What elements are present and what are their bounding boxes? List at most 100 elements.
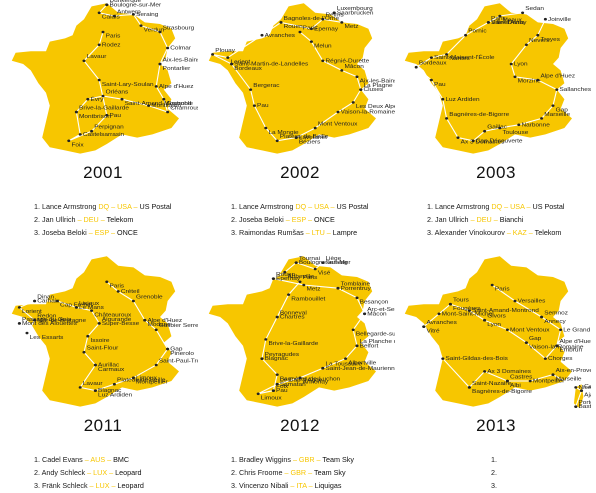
stage-town-label: Pontarlier <box>163 66 191 71</box>
nationality-codes: – ESP – <box>88 228 115 237</box>
stage-town-dot <box>78 133 82 136</box>
stage-town-dot <box>226 56 230 59</box>
podium-results: 1. 2. 3. <box>491 453 497 492</box>
stage-town-dot <box>445 117 449 120</box>
stage-town-label: Porrentruy <box>341 286 371 291</box>
podium-row-1: 1. Lance Armstrong DQ – USA – US Postal <box>231 200 368 213</box>
stage-town-label: Lyon <box>514 62 528 67</box>
stage-town-label: Bagnères-de-Luchon <box>280 377 340 382</box>
stage-town-dot <box>260 33 264 37</box>
stage-town-label: Marseille <box>544 112 571 117</box>
stage-town-dot <box>158 62 162 66</box>
stage-town-label: Paris <box>109 284 124 289</box>
rider-name: Andy Schleck <box>41 468 86 477</box>
team-name: US Postal <box>532 202 565 211</box>
stage-town-label: Saint-Denis <box>491 20 524 25</box>
podium-rank: 2. <box>34 468 40 477</box>
team-name: Telekom <box>534 228 562 237</box>
stage-town-dot <box>490 283 494 287</box>
team-name: Bianchi <box>499 215 524 224</box>
rider-name: Lance Armstrong <box>239 202 294 211</box>
stage-town-dot <box>105 113 109 117</box>
podium-rank: 2. <box>231 468 237 477</box>
stage-town-label: Lavaur <box>87 55 107 60</box>
stage-town-dot <box>513 299 517 303</box>
nationality-codes: – AUS – <box>84 455 112 464</box>
stage-town-label: Luz Ardiden <box>445 97 479 102</box>
team-name: Team Sky <box>322 455 354 464</box>
stage-town-label: Bastia <box>578 405 591 410</box>
podium-row-2: 2. Joseba Beloki – ESP – ONCE <box>231 213 368 226</box>
podium-rank: 1. <box>34 455 40 464</box>
rider-name: Cadel Evans <box>42 455 83 464</box>
route-map-2013: Porto-VecchioBastia Ajaccio CalviNice Marse… <box>404 256 591 410</box>
stage-town-label: Épernay <box>314 26 338 32</box>
stage-town-label: Carhaix <box>37 299 59 304</box>
stage-town-label: Morzine <box>518 79 542 84</box>
podium-rank: 3. <box>427 228 433 237</box>
stage-town-dot <box>256 392 260 396</box>
stage-town-label: Boulogne-sur-Mer <box>109 3 161 8</box>
stage-town-label: Aix-les-Bains <box>163 58 198 63</box>
stage-town-label: Pau <box>109 113 120 118</box>
podium-row-1: 1. Bradley Wiggins – GBR – Team Sky <box>231 453 354 466</box>
stage-town-label: Ajaccio <box>584 393 591 398</box>
stage-town-label: Ville-d'Avray <box>491 20 526 25</box>
stage-town-label: Redon <box>37 314 56 319</box>
nationality-codes: – GBR – <box>284 468 313 477</box>
stage-town-label: La Planche des Belles Filles <box>360 340 395 345</box>
rider-name: Vincenzo Nibali <box>239 481 289 490</box>
stage-town-dot <box>309 27 313 31</box>
podium-rank: 2. <box>34 215 40 224</box>
rider-name: Fränk Schleck <box>42 481 88 490</box>
stage-town-dot <box>448 302 452 306</box>
stage-town-label: Bordeaux <box>419 61 447 66</box>
stage-town-label: Joinville <box>548 17 572 22</box>
stage-town-dot <box>74 306 78 309</box>
stage-town-dot <box>574 405 578 408</box>
stage-town-dot <box>540 315 544 319</box>
nationality-codes: – DEU – <box>77 215 105 224</box>
stage-town-dot <box>521 11 525 15</box>
podium-rank: 3. <box>231 228 237 237</box>
france-map-shape <box>404 256 572 407</box>
rider-name: Jan Ullrich <box>42 215 76 224</box>
stage-town-label: Sedan <box>525 7 544 12</box>
stage-town-label: Gap <box>529 336 542 341</box>
stage-town-dot <box>555 344 559 348</box>
stage-town-dot <box>340 69 344 72</box>
stage-town-dot <box>283 270 287 274</box>
stage-town-dot <box>275 382 279 386</box>
stage-town-dot <box>579 389 584 392</box>
stage-town-dot <box>486 21 490 24</box>
team-name: Leopard <box>117 481 144 490</box>
stage-town-dot <box>97 78 101 82</box>
stage-town-label: Ax 3 Domaines <box>487 369 531 374</box>
podium-row-1: 1. Cadel Evans – AUS – BMC <box>34 453 144 466</box>
stage-town-dot <box>536 78 540 82</box>
edition-panel-2001: Dunkerque Boulogne-sur-Mer Calais Antwerp Se… <box>4 0 202 240</box>
stage-town-label: Issoire <box>90 338 110 343</box>
stage-town-label: Rodez <box>102 43 121 48</box>
stage-town-dot <box>298 376 302 380</box>
stage-town-label: Abbeville <box>287 274 314 279</box>
nationality-codes: DQ – USA – <box>295 202 335 211</box>
stage-town-label: Toulouse <box>502 130 529 135</box>
podium-row-3: 3. Raimondas Rumšas – LTU – Lampre <box>231 226 368 239</box>
stage-town-label: Lorient <box>22 310 42 315</box>
stage-town-dot <box>483 370 487 373</box>
stage-town-label: Peyragudes <box>265 352 299 357</box>
stage-town-label: Aigurande <box>102 317 132 322</box>
stage-town-label: Verdun <box>144 28 164 33</box>
stage-town-dot <box>437 312 441 316</box>
stage-town-label: Rouen <box>284 25 303 30</box>
route-line <box>424 285 582 407</box>
stage-town-label: Semnoz <box>544 311 568 316</box>
stage-town-dot <box>471 139 475 143</box>
stage-town-label: Chorges <box>548 357 572 362</box>
rider-name: Raimondas Rumšas <box>239 228 304 237</box>
stage-town-dot <box>524 43 528 47</box>
podium-rank: 1. <box>34 202 40 211</box>
stage-town-dot <box>271 389 275 392</box>
